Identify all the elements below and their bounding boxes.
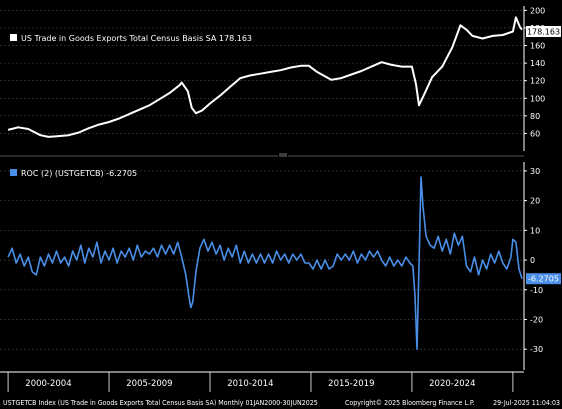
exports-legend-swatch [10, 34, 17, 41]
x-axis-period-label: 2005-2009 [126, 379, 172, 389]
x-axis-period-label: 2015-2019 [328, 379, 374, 389]
x-axis-separators [7, 372, 514, 392]
roc-y-tick-label: 10 [530, 226, 540, 235]
footer-timestamp: 29-Jul-2025 11:04:03 [493, 399, 560, 407]
exports-legend: US Trade in Goods Exports Total Census B… [10, 34, 252, 43]
roc-legend-swatch [10, 169, 17, 176]
roc-y-tick-label: -20 [530, 315, 543, 324]
exports-y-tick-label: 120 [530, 77, 545, 86]
exports-y-tick-label: 140 [530, 59, 545, 68]
x-axis-period-label: 2000-2004 [25, 379, 71, 389]
exports-y-tick-label: 80 [530, 112, 540, 121]
exports-y-tick-label: 160 [530, 42, 545, 51]
exports-gridlines [0, 10, 524, 134]
roc-y-tick-label: -30 [530, 345, 543, 354]
roc-y-tick-label: 20 [530, 197, 540, 206]
roc-y-ticks: 30 20 10 0 -10 -20 -30 [524, 167, 543, 354]
exports-legend-label: US Trade in Goods Exports Total Census B… [21, 34, 252, 43]
footer: USTGETCB Index (US Trade in Goods Export… [3, 399, 560, 407]
roc-last-value-tag: -6.2705 [526, 273, 561, 285]
resize-handle-bg [278, 153, 288, 157]
roc-legend: ROC (2) (USTGETCB) -6.2705 [10, 169, 137, 178]
x-axis-period-labels: 2000-2004 2005-2009 2010-2014 2015-2019 2020… [25, 379, 475, 389]
footer-copyright: Copyright© 2025 Bloomberg Finance L.P. [345, 399, 475, 407]
roc-series-line [7, 176, 523, 350]
roc-panel: 30 20 10 0 -10 -20 -30 ROC (2) (USTGETCB) -6.2… [0, 162, 561, 370]
roc-last-value-text: -6.2705 [528, 275, 559, 284]
roc-last-value-box [526, 273, 561, 285]
roc-legend-label: ROC (2) (USTGETCB) -6.2705 [21, 169, 137, 178]
exports-last-value-tag: 178.163 [526, 26, 561, 37]
exports-y-tick-label: 200 [530, 6, 545, 15]
x-axis-period-label: 2010-2014 [227, 379, 273, 389]
roc-gridlines [0, 170, 524, 350]
footer-security-description: USTGETCB Index (US Trade in Goods Export… [3, 399, 318, 407]
exports-y-tick-label: 100 [530, 94, 545, 103]
x-axis-period-label: 2020-2024 [429, 379, 475, 389]
exports-last-value-text: 178.163 [527, 28, 560, 37]
exports-panel: 6080100120140160180200 US Trade in Goods… [0, 6, 561, 151]
roc-y-tick-label: 30 [530, 167, 540, 176]
roc-y-tick-label: 0 [530, 256, 535, 265]
exports-last-value-box [526, 26, 561, 37]
roc-y-tick-label: -10 [530, 286, 543, 295]
panel-resize-handle[interactable] [278, 153, 288, 157]
exports-y-tick-label: 60 [530, 129, 540, 138]
exports-series-line [7, 16, 523, 138]
